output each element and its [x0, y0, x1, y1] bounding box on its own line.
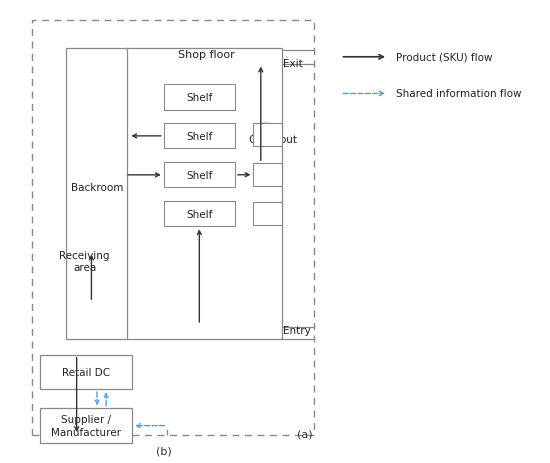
Text: Backroom: Backroom: [70, 183, 123, 193]
Text: Supplier /
Manufacturer: Supplier / Manufacturer: [51, 414, 121, 437]
FancyBboxPatch shape: [164, 124, 235, 149]
FancyBboxPatch shape: [32, 21, 314, 435]
Text: Shelf: Shelf: [186, 209, 212, 219]
Text: Checkout: Checkout: [248, 135, 297, 144]
FancyBboxPatch shape: [164, 202, 235, 227]
Text: (a): (a): [297, 428, 312, 438]
Text: Receiving
area: Receiving area: [59, 250, 110, 272]
Text: Shelf: Shelf: [186, 131, 212, 142]
Text: Product (SKU) flow: Product (SKU) flow: [396, 53, 492, 63]
FancyBboxPatch shape: [66, 49, 283, 339]
Text: Entry: Entry: [283, 325, 311, 335]
FancyBboxPatch shape: [254, 124, 283, 147]
FancyBboxPatch shape: [254, 203, 283, 225]
Text: Retail DC: Retail DC: [62, 367, 110, 377]
Text: Shared information flow: Shared information flow: [396, 89, 521, 99]
FancyBboxPatch shape: [164, 163, 235, 188]
Text: Exit: Exit: [283, 59, 303, 69]
Text: (b): (b): [156, 446, 172, 456]
FancyBboxPatch shape: [40, 355, 132, 389]
Text: Shelf: Shelf: [186, 93, 212, 103]
Text: Shop floor: Shop floor: [178, 50, 234, 60]
Text: Shelf: Shelf: [186, 170, 212, 181]
FancyBboxPatch shape: [254, 164, 283, 187]
FancyBboxPatch shape: [164, 85, 235, 110]
FancyBboxPatch shape: [40, 408, 132, 443]
